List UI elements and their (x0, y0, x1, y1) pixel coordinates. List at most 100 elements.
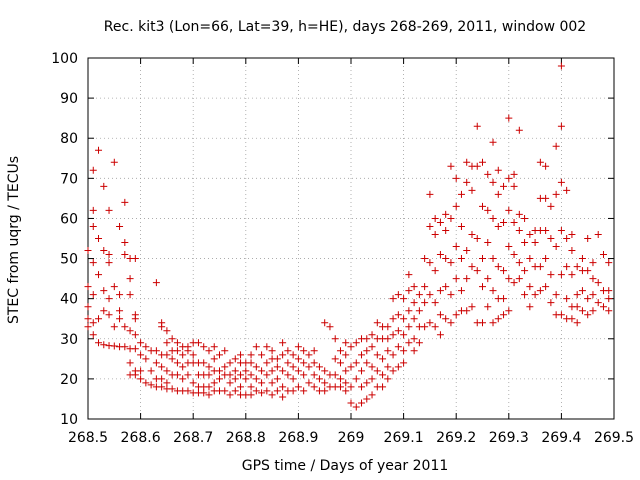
data-point (379, 371, 387, 379)
data-point (599, 251, 607, 259)
data-point (463, 247, 471, 255)
data-point (116, 315, 124, 323)
data-point (452, 174, 460, 182)
data-point (384, 347, 392, 355)
data-point (479, 158, 486, 166)
data-point (226, 391, 234, 399)
data-point (305, 379, 313, 387)
data-point (226, 379, 234, 387)
data-point (394, 363, 402, 371)
data-point (131, 345, 139, 353)
data-point (205, 391, 213, 399)
data-point (358, 367, 366, 375)
data-point (273, 387, 281, 395)
data-point (247, 359, 255, 367)
data-point (342, 379, 350, 387)
data-point (268, 379, 276, 387)
data-point (542, 194, 550, 202)
data-point (452, 311, 460, 319)
data-point (547, 202, 555, 210)
data-point (363, 379, 371, 387)
data-point (479, 202, 486, 210)
data-point (84, 283, 92, 291)
data-point (500, 182, 508, 190)
data-point (526, 230, 534, 238)
data-point (389, 351, 397, 359)
data-point (210, 355, 218, 363)
data-point (200, 389, 208, 397)
data-point (242, 375, 250, 383)
data-point (410, 315, 418, 323)
data-point (126, 327, 134, 335)
data-point (368, 375, 376, 383)
x-axis-label: GPS time / Days of year 2011 (242, 458, 449, 474)
data-point (89, 319, 97, 327)
data-point (431, 230, 439, 238)
data-point (352, 375, 360, 383)
data-point (142, 379, 150, 387)
y-tick-label: 30 (60, 332, 78, 348)
data-point (110, 342, 118, 350)
y-tick-label: 40 (60, 292, 78, 308)
data-point (352, 359, 360, 367)
data-point (426, 259, 434, 267)
data-point (279, 351, 287, 359)
data-point (394, 327, 402, 335)
y-tick-label: 20 (60, 372, 78, 388)
data-point (578, 307, 586, 315)
data-point (163, 367, 171, 375)
data-point (589, 291, 597, 299)
data-point (384, 375, 392, 383)
data-point (221, 347, 229, 355)
data-point (547, 235, 555, 242)
data-point (116, 291, 124, 299)
data-point (457, 190, 465, 198)
data-point (173, 371, 181, 379)
data-point (110, 283, 118, 291)
data-point (294, 367, 302, 375)
data-point (137, 351, 145, 359)
data-point (358, 399, 366, 407)
data-point (89, 259, 97, 267)
data-point (500, 295, 508, 303)
data-point (563, 186, 571, 194)
y-tick-label: 80 (60, 131, 78, 147)
data-point (573, 291, 581, 299)
data-point (457, 287, 465, 295)
data-point (315, 363, 323, 371)
axis-ticks (87, 57, 615, 420)
data-point (294, 343, 302, 351)
data-point (231, 367, 239, 375)
data-point (95, 315, 103, 323)
data-point (447, 214, 455, 222)
data-point (210, 343, 218, 351)
data-point (557, 226, 565, 234)
data-point (563, 235, 571, 242)
y-tick-label: 90 (60, 91, 78, 107)
data-point (568, 230, 576, 238)
data-point (584, 311, 592, 319)
data-point (263, 371, 271, 379)
data-point (494, 190, 502, 198)
data-point (300, 371, 308, 379)
data-point (263, 343, 271, 351)
data-point (494, 222, 502, 230)
data-point (594, 279, 602, 287)
y-tick-label: 100 (51, 51, 78, 67)
data-point (484, 239, 492, 247)
data-point (431, 299, 439, 307)
data-point (452, 275, 460, 283)
data-point (205, 371, 213, 379)
data-point (531, 239, 539, 247)
data-point (447, 319, 455, 327)
data-point (400, 295, 408, 303)
data-point (410, 347, 418, 355)
data-point (500, 267, 508, 275)
data-point (526, 255, 534, 263)
data-point (431, 323, 439, 331)
data-point (184, 371, 192, 379)
data-point (505, 206, 513, 214)
data-point (331, 355, 339, 363)
data-point (258, 389, 266, 397)
data-point (347, 399, 355, 407)
